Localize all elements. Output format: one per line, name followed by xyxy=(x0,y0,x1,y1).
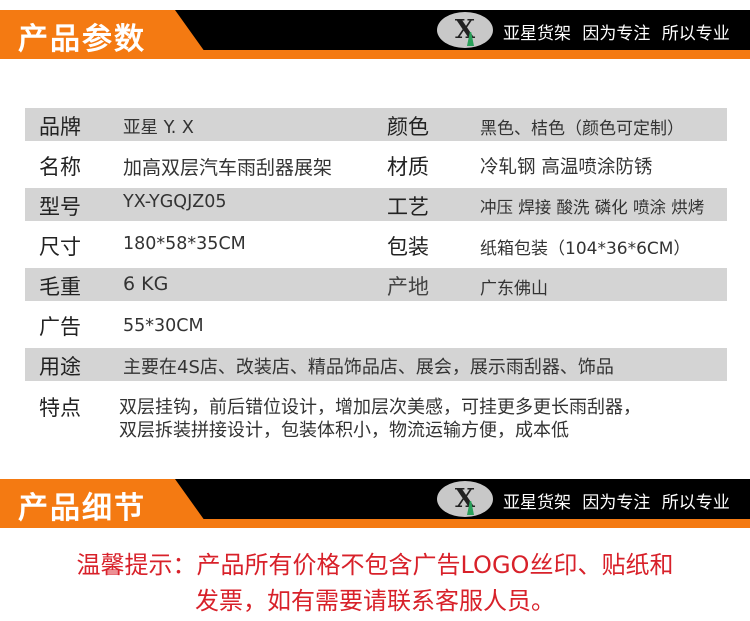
spec-row: 广告 55*30CM xyxy=(25,308,727,341)
spec-value: 180*58*35CM xyxy=(123,234,246,254)
notice-line-2: 发票，如有需要请联系客服人员。 xyxy=(195,587,555,615)
spec-label: 产地 xyxy=(387,275,429,299)
spec-row: 名称 加高双层汽车雨刮器展架 材质 冷轧钢 高温喷涂防锈 xyxy=(25,148,727,181)
header-banner-details: 产品细节 X 亚星货架 因为专注 所以专业 xyxy=(0,479,750,529)
banner-orange-block xyxy=(0,10,210,59)
brand-logo-icon: X xyxy=(437,12,493,48)
spec-value: 亚星 Y. X xyxy=(123,118,194,138)
spec-row: 用途 主要在4S店、改装店、精品饰品店、展会，展示雨刮器、饰品 xyxy=(25,348,727,381)
spec-label: 名称 xyxy=(39,155,81,179)
notice-line-1: 温馨提示：产品所有价格不包含广告LOGO丝印、贴纸和 xyxy=(76,551,674,579)
spec-value: 黑色、桔色（颜色可定制） xyxy=(480,119,684,139)
spec-label: 包装 xyxy=(387,235,429,259)
spec-label: 用途 xyxy=(39,355,81,379)
section-title: 产品参数 xyxy=(18,22,146,57)
spec-value: 广东佛山 xyxy=(480,279,548,299)
spec-row: 尺寸 180*58*35CM 包装 纸箱包装（104*36*6CM） xyxy=(25,228,727,261)
spec-label: 工艺 xyxy=(387,195,429,219)
spec-row: 品牌 亚星 Y. X 颜色 黑色、桔色（颜色可定制） xyxy=(25,108,727,141)
spec-value: 双层挂钩，前后错位设计，增加层次美感，可挂更多更长雨刮器， xyxy=(119,397,641,418)
brand-slogan: 亚星货架 因为专注 所以专业 xyxy=(503,493,730,513)
spec-value: 冷轧钢 高温喷涂防锈 xyxy=(480,157,653,178)
banner-orange-stripe xyxy=(0,50,750,59)
spec-label: 材质 xyxy=(387,155,429,179)
brand-logo-icon: X xyxy=(437,481,493,517)
spec-label: 毛重 xyxy=(39,275,81,299)
brand-slogan: 亚星货架 因为专注 所以专业 xyxy=(503,24,730,44)
spec-row: 型号 YX-YGQJZ05 工艺 冲压 焊接 酸洗 磷化 喷涂 烘烤 xyxy=(25,188,727,221)
spec-label: 尺寸 xyxy=(39,235,81,259)
spec-value: 加高双层汽车雨刮器展架 xyxy=(123,157,333,179)
header-banner-params: 产品参数 X 亚星货架 因为专注 所以专业 xyxy=(0,10,750,60)
banner-orange-block xyxy=(0,479,210,528)
spec-value: 冲压 焊接 酸洗 磷化 喷涂 烘烤 xyxy=(480,198,705,217)
spec-label: 广告 xyxy=(39,315,81,339)
spec-value: 主要在4S店、改装店、精品饰品店、展会，展示雨刮器、饰品 xyxy=(123,357,614,378)
spec-value: 6 KG xyxy=(123,273,169,295)
spec-value-line2: 双层拆装拼接设计，包装体积小，物流运输方便，成本低 xyxy=(119,420,569,441)
spec-label: 型号 xyxy=(39,195,81,219)
spec-label: 颜色 xyxy=(387,115,429,139)
banner-orange-stripe xyxy=(0,519,750,528)
spec-row: 特点 双层挂钩，前后错位设计，增加层次美感，可挂更多更长雨刮器， 双层拆装拼接设… xyxy=(25,388,727,441)
spec-value: 55*30CM xyxy=(123,316,204,336)
section-title: 产品细节 xyxy=(18,491,146,526)
spec-value: YX-YGQJZ05 xyxy=(123,192,227,212)
spec-value: 纸箱包装（104*36*6CM） xyxy=(480,239,691,259)
spec-row: 毛重 6 KG 产地 广东佛山 xyxy=(25,268,727,301)
spec-label: 品牌 xyxy=(39,115,81,139)
spec-label: 特点 xyxy=(39,396,81,420)
